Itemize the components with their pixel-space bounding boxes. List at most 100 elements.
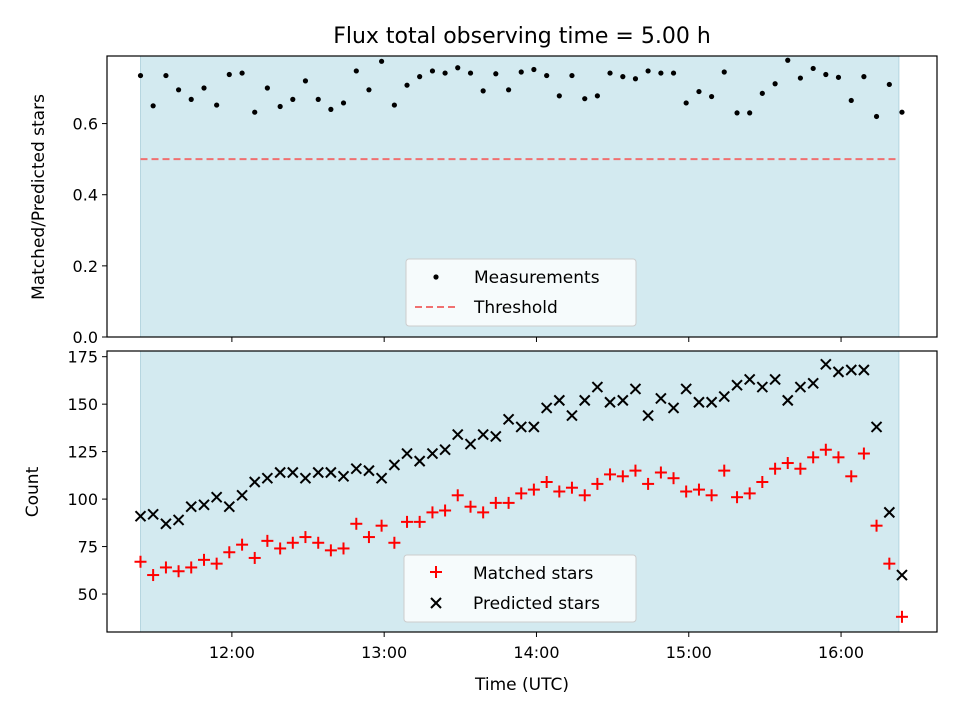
legend-matched-marker [430,566,442,578]
predicted-star-point [870,421,883,433]
predicted-star-point [579,394,591,407]
predicted-star-point [553,394,566,407]
measurement-point [607,70,613,76]
count-x-ticks: 12:00 13:00 14:00 15:00 16:00 [209,632,864,662]
matched-star-point [312,536,325,549]
measurement-point [696,88,702,95]
measurement-point [455,65,461,71]
matched-star-point [781,457,794,470]
matched-star-point [451,489,464,502]
matched-star-point [299,531,312,544]
legend-matched-label: Matched stars [473,564,593,584]
matched-star-point [883,557,896,570]
matched-star-point [718,464,731,477]
measurement-point [378,58,385,64]
count-y-axis-label: Count [23,466,43,517]
predicted-star-point [693,396,705,408]
matched-star-point [375,519,388,532]
measurement-point [175,87,182,93]
matched-star-point [680,485,693,498]
measurement-point [899,109,905,115]
predicted-star-point [172,514,185,526]
matched-star-point [819,443,832,456]
y-tick-label: 100 [67,490,98,509]
measurement-point [569,72,575,79]
predicted-star-point [464,438,477,450]
measurement-point [264,85,270,91]
matched-star-point [807,451,820,464]
count-legend: Matched stars Predicted stars [403,554,637,623]
predicted-star-point [401,447,413,460]
measurement-point [823,71,829,78]
measurement-point [531,66,537,73]
chart-title: Flux total observing time = 5.00 h [333,24,711,49]
measurement-point [873,113,880,120]
predicted-star-point [566,409,578,422]
predicted-star-point [642,409,654,422]
measurement-point [645,68,651,74]
measurement-point [810,65,816,72]
matched-star-point [134,555,147,568]
measurement-point [150,103,156,109]
matched-star-point [159,561,172,574]
measurement-point [340,100,347,106]
predicted-star-point [883,506,896,519]
measurement-point [252,109,258,115]
measurement-point [632,76,639,82]
matched-star-point [743,487,756,500]
predicted-star-point [528,421,540,433]
predicted-star-point [502,413,515,426]
measurement-point [188,96,194,102]
x-tick-label: 14:00 [513,643,559,662]
y-tick-label: 75 [78,538,98,557]
predicted-star-point [807,377,819,389]
matched-star-point [667,472,680,485]
measurement-point [480,88,486,94]
predicted-star-point [185,500,197,513]
predicted-star-point [705,396,718,408]
measurement-point [277,103,283,110]
measurement-point [772,81,778,87]
measurement-point [290,96,296,102]
predicted-star-point [858,364,870,376]
predicted-star-point [655,392,667,405]
ratio-y-ticks: 0.0 0.2 0.4 0.6 [73,115,107,347]
measurement-point [544,72,550,79]
predicted-star-point [591,381,604,393]
matched-star-point [629,464,642,477]
measurement-point [759,90,765,96]
matched-star-point [553,485,566,498]
predicted-star-point [287,466,299,479]
measurement-point [582,96,588,102]
measurement-point [861,74,867,80]
ratio-panel: 0.0 0.2 0.4 0.6 Flux total observing time =… [29,24,938,347]
matched-star-point [845,470,858,483]
measurement-point [239,70,245,76]
matched-star-point [185,561,198,574]
matched-star-point [756,476,769,489]
ratio-x-ticks [231,337,842,342]
measurement-point [201,85,207,91]
count-panel: 50 75 100 125 150 175 12:00 13:00 14:00 15:00 16:… [23,348,938,695]
measurement-point [353,68,359,74]
predicted-star-point [223,500,235,513]
legend-measurements-marker [433,274,439,280]
matched-star-point [477,506,490,519]
predicted-star-point [312,466,324,479]
predicted-star-point [782,394,794,407]
matched-star-point [870,519,883,532]
predicted-star-point [515,421,527,433]
ratio-panel-frame [106,55,938,338]
matched-star-point [832,451,845,464]
predicted-star-point [718,390,730,403]
matched-star-point [337,542,350,555]
matched-star-point [642,477,655,490]
measurement-point [226,71,232,78]
matched-star-point [210,557,223,570]
matched-star-point [464,500,477,513]
predicted-star-point [769,373,781,386]
measurement-point [848,97,854,104]
x-axis-label: Time (UTC) [474,675,569,695]
y-tick-label: 125 [67,443,98,462]
matched-star-point [794,462,807,475]
